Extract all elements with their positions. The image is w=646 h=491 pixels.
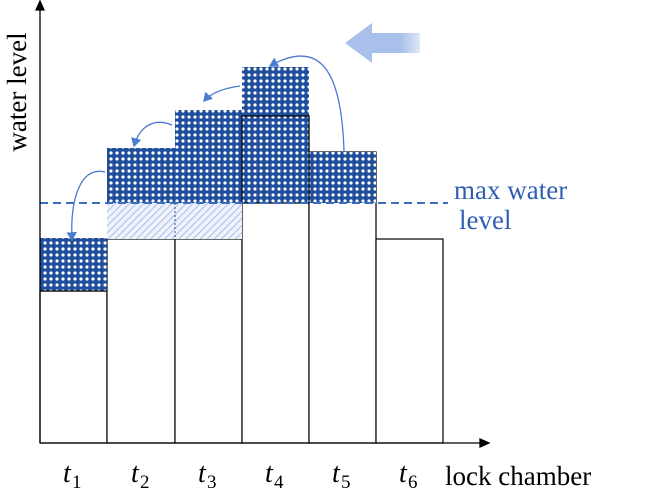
arrow [66, 170, 106, 242]
chamber-subscript: 3 [207, 472, 217, 491]
arrow [131, 121, 173, 148]
chamber-body [375, 238, 444, 444]
chamber-subscript: 2 [140, 472, 150, 491]
dotted-water [242, 67, 309, 203]
axis-arrowhead [34, 0, 46, 11]
chamber-label: t [131, 458, 140, 489]
dotted-water [107, 148, 175, 203]
chamber-subscript: 5 [341, 472, 351, 491]
axis-arrowhead [479, 437, 491, 449]
arrow [268, 55, 345, 153]
chamber-body [39, 290, 108, 444]
chamber-subscript: 1 [72, 472, 82, 491]
chamber-body [106, 238, 176, 444]
chamber-label: t [265, 458, 274, 489]
annotation: max water [454, 175, 567, 205]
arrow [203, 85, 241, 102]
chamber-label: t [63, 458, 72, 489]
flow-arrow [345, 23, 420, 63]
x-axis-label: lock chamber [445, 461, 591, 491]
dotted-water [309, 152, 376, 203]
chamber-body [174, 238, 243, 444]
annotation: level [459, 205, 511, 235]
axes [34, 0, 491, 449]
chamber-label: t [198, 458, 207, 489]
transfer-arrows [66, 55, 345, 242]
water [40, 67, 376, 292]
chamber-label: t [399, 458, 408, 489]
chamber-label: t [332, 458, 341, 489]
y-axis-label: water level [2, 32, 32, 151]
chamber-subscript: 4 [274, 472, 284, 491]
dotted-water [175, 110, 242, 203]
dotted-water [40, 238, 107, 291]
chamber-subscript: 6 [408, 472, 418, 491]
